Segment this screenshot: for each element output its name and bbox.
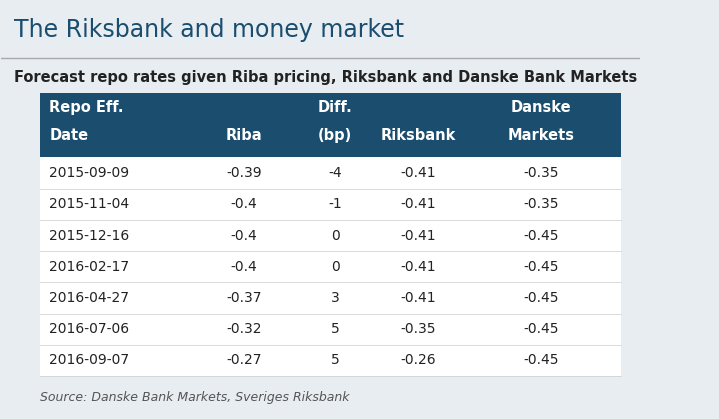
Text: (bp): (bp): [319, 128, 352, 143]
Text: Forecast repo rates given Riba pricing, Riksbank and Danske Bank Markets: Forecast repo rates given Riba pricing, …: [14, 70, 638, 85]
Text: 2016-09-07: 2016-09-07: [50, 353, 129, 367]
Text: -0.45: -0.45: [523, 322, 559, 336]
Text: The Riksbank and money market: The Riksbank and money market: [14, 18, 404, 42]
Text: Repo Eff.: Repo Eff.: [50, 101, 124, 116]
Text: Date: Date: [50, 128, 88, 143]
Text: Markets: Markets: [508, 128, 575, 143]
Text: 2015-12-16: 2015-12-16: [50, 228, 129, 243]
Text: -0.27: -0.27: [226, 353, 262, 367]
Text: 0: 0: [331, 228, 339, 243]
Text: 5: 5: [331, 322, 339, 336]
Text: -1: -1: [329, 197, 342, 211]
Text: 2015-11-04: 2015-11-04: [50, 197, 129, 211]
Text: 3: 3: [331, 291, 339, 305]
Text: Diff.: Diff.: [318, 101, 352, 116]
Text: -0.35: -0.35: [523, 197, 559, 211]
FancyBboxPatch shape: [40, 158, 621, 376]
Text: -0.37: -0.37: [226, 291, 262, 305]
Text: -0.4: -0.4: [231, 228, 257, 243]
Text: -0.39: -0.39: [226, 166, 262, 180]
Text: -0.4: -0.4: [231, 197, 257, 211]
Text: Source: Danske Bank Markets, Sveriges Riksbank: Source: Danske Bank Markets, Sveriges Ri…: [40, 391, 349, 403]
Text: -0.26: -0.26: [400, 353, 436, 367]
Text: Riba: Riba: [226, 128, 262, 143]
Text: -0.45: -0.45: [523, 353, 559, 367]
Text: -0.45: -0.45: [523, 260, 559, 274]
Text: Riksbank: Riksbank: [380, 128, 456, 143]
Text: 2016-07-06: 2016-07-06: [50, 322, 129, 336]
FancyBboxPatch shape: [40, 93, 621, 158]
Text: -0.45: -0.45: [523, 228, 559, 243]
Text: -0.4: -0.4: [231, 260, 257, 274]
Text: 0: 0: [331, 260, 339, 274]
Text: -0.41: -0.41: [400, 166, 436, 180]
Text: 2016-04-27: 2016-04-27: [50, 291, 129, 305]
Text: -0.45: -0.45: [523, 291, 559, 305]
Text: -0.41: -0.41: [400, 260, 436, 274]
Text: -0.35: -0.35: [523, 166, 559, 180]
Text: -0.35: -0.35: [400, 322, 436, 336]
Text: -0.41: -0.41: [400, 228, 436, 243]
Text: -0.32: -0.32: [226, 322, 262, 336]
Text: 2015-09-09: 2015-09-09: [50, 166, 129, 180]
Text: 2016-02-17: 2016-02-17: [50, 260, 129, 274]
Text: -4: -4: [329, 166, 342, 180]
Text: -0.41: -0.41: [400, 291, 436, 305]
Text: 5: 5: [331, 353, 339, 367]
Text: -0.41: -0.41: [400, 197, 436, 211]
Text: Danske: Danske: [511, 101, 572, 116]
